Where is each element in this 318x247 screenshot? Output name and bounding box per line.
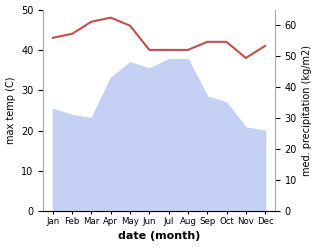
Y-axis label: med. precipitation (kg/m2): med. precipitation (kg/m2) — [302, 45, 313, 176]
X-axis label: date (month): date (month) — [118, 231, 200, 242]
Y-axis label: max temp (C): max temp (C) — [5, 77, 16, 144]
